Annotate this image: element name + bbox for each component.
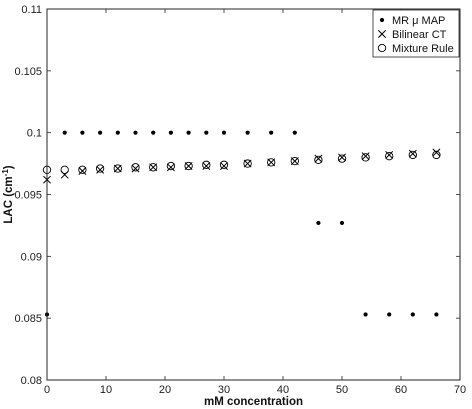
- mr-map-point: [339, 220, 345, 226]
- y-tick-label: 0.105: [14, 66, 42, 78]
- x-tick-label: 70: [454, 384, 466, 396]
- mr-map-point: [292, 130, 297, 135]
- x-tick-label: 60: [395, 384, 407, 396]
- y-tick-label: 0.095: [14, 190, 42, 202]
- y-axis-label-close: ): [3, 165, 15, 169]
- mixture-rule-point: [202, 160, 211, 169]
- x-axis-label: mM concentration: [204, 396, 303, 408]
- mixture-rule-point: [60, 165, 69, 174]
- bilinear-ct-point: [361, 152, 370, 161]
- mr-map-point: [133, 130, 138, 135]
- mr-map-point: [316, 220, 321, 226]
- bilinear-ct-point: [166, 163, 175, 172]
- bilinear-ct-point: [385, 150, 394, 159]
- bilinear-ct-point: [314, 154, 323, 163]
- mr-map-point: [269, 130, 274, 135]
- mr-map-point: [363, 312, 368, 317]
- mr-map-point: [98, 130, 103, 135]
- bilinear-ct-point: [96, 165, 105, 174]
- bilinear-ct-point: [408, 149, 417, 158]
- mr-map-point: [80, 130, 85, 135]
- mixture-rule-point: [131, 163, 140, 172]
- mixture-rule-point: [78, 165, 87, 174]
- y-axis-label: LAC (cm-1): [1, 165, 16, 223]
- bilinear-ct-point: [149, 163, 158, 172]
- legend-label: MR μ MAP: [392, 15, 445, 27]
- bilinear-ct-point: [432, 148, 441, 157]
- mixture-rule-point: [267, 158, 276, 167]
- x-tick-label: 30: [218, 384, 230, 396]
- y-tick-label: 0.09: [21, 251, 42, 263]
- x-tick-label: 40: [277, 384, 289, 396]
- mr-map-point: [387, 312, 392, 317]
- mr-map-point: [115, 130, 120, 135]
- x-tick-label: 10: [100, 384, 112, 396]
- mixture-rule-point: [337, 154, 347, 163]
- mr-map-point: [168, 130, 173, 135]
- mr-map-point: [62, 130, 67, 135]
- legend-item-mixture-rule: Mixture Rule: [377, 43, 454, 55]
- bilinear-ct-point: [220, 162, 228, 171]
- bilinear-ct-point: [243, 159, 252, 168]
- mixture-rule-point: [361, 153, 370, 162]
- mixture-rule-point: [243, 159, 252, 168]
- mixture-rule-point: [219, 160, 229, 169]
- bilinear-ct-point: [290, 157, 299, 166]
- mixture-rule-point: [113, 164, 122, 173]
- mr-map-point: [186, 130, 191, 135]
- legend-marker: [377, 43, 387, 53]
- mr-map-point: [410, 312, 415, 317]
- mr-map-point: [434, 312, 439, 317]
- mr-map-point: [204, 130, 209, 135]
- series-mr-map-point: [44, 130, 439, 317]
- mixture-rule-point: [385, 152, 394, 161]
- mixture-rule-point: [184, 161, 193, 171]
- x-tick-label: 0: [44, 384, 50, 396]
- mr-map-point: [151, 130, 156, 135]
- plot-frame: [46, 8, 461, 381]
- mixture-rule-point: [314, 155, 323, 165]
- bilinear-ct-point: [78, 167, 87, 175]
- mixture-rule-point: [290, 156, 299, 166]
- legend-marker: [378, 30, 386, 38]
- y-axis-label-sup: -1: [1, 169, 10, 177]
- bilinear-ct-point: [184, 162, 193, 171]
- x-tick-label: 20: [159, 384, 171, 396]
- legend-marker: [379, 17, 385, 23]
- y-axis-label-main: LAC (cm: [3, 176, 15, 223]
- mixture-rule-point: [149, 163, 158, 172]
- x-tick-label: 50: [336, 384, 348, 396]
- bilinear-ct-point: [113, 164, 122, 173]
- bilinear-ct-point: [267, 158, 276, 167]
- mixture-rule-point: [408, 150, 417, 160]
- y-tick-label: 0.1: [27, 128, 42, 140]
- y-tick-label: 0.08: [21, 375, 42, 387]
- axis-ticks: 0 10 20 30 40 50 60 70 0.08 0.085 0.09 0.095 0.1 0.10…: [14, 4, 466, 396]
- series-mixture-rule-point: [42, 150, 441, 174]
- legend-label: Bilinear CT: [392, 29, 447, 41]
- legend: MR μ MAP Bilinear CT Mixture Rule: [372, 9, 460, 58]
- mr-map-point: [245, 130, 250, 135]
- legend-label: Mixture Rule: [392, 43, 454, 55]
- y-tick-label: 0.11: [21, 4, 42, 16]
- legend-item-mr-map: MR μ MAP: [379, 15, 445, 27]
- bilinear-ct-point: [202, 162, 211, 171]
- mr-map-point: [221, 130, 227, 135]
- bilinear-ct-point: [338, 153, 346, 162]
- data-marks: [42, 130, 441, 317]
- y-tick-label: 0.085: [14, 313, 42, 325]
- series-bilinear-ct-point: [43, 148, 441, 184]
- mixture-rule-point: [432, 150, 441, 160]
- legend-box: [372, 9, 460, 58]
- bilinear-ct-point: [131, 164, 140, 173]
- legend-item-bilinear-ct: Bilinear CT: [378, 29, 447, 41]
- mixture-rule-point: [166, 161, 176, 171]
- mixture-rule-point: [95, 164, 105, 173]
